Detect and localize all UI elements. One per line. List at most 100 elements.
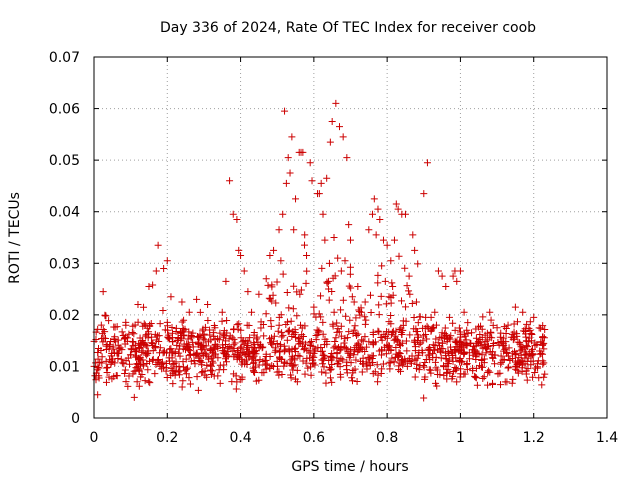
data-point: [325, 357, 333, 365]
data-point: [138, 336, 146, 344]
data-point: [518, 357, 526, 365]
data-point: [337, 322, 345, 330]
data-point: [476, 362, 484, 370]
data-point: [431, 358, 439, 366]
data-point: [386, 365, 394, 373]
data-point: [232, 372, 240, 380]
data-point: [399, 339, 407, 347]
data-point: [266, 364, 274, 372]
data-point: [462, 340, 470, 348]
data-point: [235, 320, 243, 328]
data-point: [389, 291, 397, 299]
data-point: [396, 325, 404, 333]
data-point: [482, 349, 490, 357]
data-point: [193, 295, 201, 303]
data-point: [259, 320, 267, 328]
data-point: [376, 215, 384, 223]
data-point: [403, 282, 411, 290]
data-point: [289, 366, 297, 374]
y-tick-label: 0.02: [49, 308, 80, 324]
data-point: [287, 356, 295, 364]
data-point: [172, 324, 180, 332]
data-point: [365, 338, 373, 346]
data-point: [146, 379, 154, 387]
data-point: [449, 272, 457, 280]
data-point: [540, 334, 548, 342]
data-point: [456, 373, 464, 381]
data-point: [111, 359, 119, 367]
data-point: [387, 311, 395, 319]
data-point: [242, 337, 250, 345]
data-point: [519, 344, 527, 352]
data-point: [523, 337, 531, 345]
data-point: [262, 275, 270, 283]
data-point: [405, 272, 413, 280]
data-point: [328, 360, 336, 368]
data-point: [218, 317, 226, 325]
data-point: [365, 226, 373, 234]
data-point: [434, 267, 442, 275]
data-point: [428, 325, 436, 333]
data-point: [147, 319, 155, 327]
data-point: [245, 350, 253, 358]
data-point: [486, 368, 494, 376]
data-point: [102, 378, 110, 386]
data-point: [341, 343, 349, 351]
data-point: [456, 267, 464, 275]
data-point: [167, 345, 175, 353]
data-point: [491, 360, 499, 368]
data-point: [216, 329, 224, 337]
data-point: [385, 293, 393, 301]
data-point: [361, 333, 369, 341]
data-point: [536, 347, 544, 355]
data-point: [489, 381, 497, 389]
data-point: [354, 282, 362, 290]
data-point: [160, 264, 168, 272]
data-point: [211, 341, 219, 349]
data-point: [328, 353, 336, 361]
data-point: [125, 372, 133, 380]
data-point: [187, 334, 195, 342]
data-point: [261, 356, 269, 364]
data-point: [508, 379, 516, 387]
data-point: [369, 370, 377, 378]
data-point: [332, 334, 340, 342]
data-point: [97, 321, 105, 329]
data-point: [394, 205, 402, 213]
data-point: [403, 362, 411, 370]
data-point: [200, 331, 208, 339]
data-point: [274, 327, 282, 335]
data-point: [408, 300, 416, 308]
data-point: [395, 340, 403, 348]
data-point: [337, 332, 345, 340]
data-point: [528, 347, 536, 355]
data-point: [388, 354, 396, 362]
data-point: [304, 364, 312, 372]
data-point: [185, 343, 193, 351]
data-point: [529, 373, 537, 381]
data-point: [402, 317, 410, 325]
data-point: [118, 359, 126, 367]
data-point: [294, 352, 302, 360]
data-point: [156, 344, 164, 352]
data-point: [408, 352, 416, 360]
data-point: [429, 350, 437, 358]
data-point: [218, 308, 226, 316]
data-point: [323, 279, 331, 287]
data-point: [463, 326, 471, 334]
data-point: [363, 343, 371, 351]
data-point: [375, 311, 383, 319]
data-point: [344, 348, 352, 356]
data-point: [134, 301, 142, 309]
data-point: [222, 355, 230, 363]
data-point: [374, 205, 382, 213]
data-point: [414, 319, 422, 327]
data-point: [236, 344, 244, 352]
data-point: [539, 360, 547, 368]
data-point: [354, 348, 362, 356]
data-point: [203, 373, 211, 381]
data-point: [255, 361, 263, 369]
data-point: [248, 355, 256, 363]
data-point: [138, 348, 146, 356]
data-point: [456, 355, 464, 363]
